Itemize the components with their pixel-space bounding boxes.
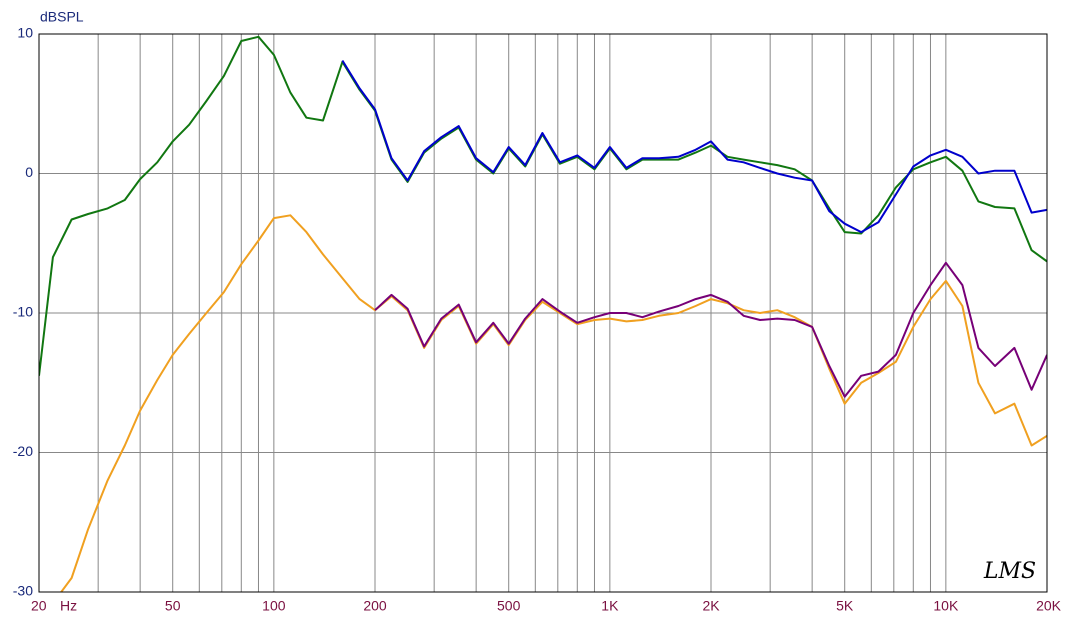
x-tick-label: 2K xyxy=(702,598,720,614)
x-tick-label: 100 xyxy=(262,598,286,614)
plot-frame xyxy=(38,33,1048,593)
x-tick-label: 10K xyxy=(933,598,959,614)
x-tick-label: 200 xyxy=(363,598,387,614)
x-axis-unit: Hz xyxy=(60,598,77,614)
y-tick-label: 0 xyxy=(25,164,33,180)
x-tick-label: 50 xyxy=(165,598,181,614)
y-tick-label: -20 xyxy=(13,443,33,459)
y-tick-label: -30 xyxy=(13,583,33,599)
y-axis-label: dBSPL xyxy=(40,9,84,25)
y-tick-label: 10 xyxy=(17,25,33,41)
x-tick-label: 500 xyxy=(497,598,521,614)
watermark: LMS xyxy=(983,559,1036,584)
x-tick-label: 20K xyxy=(1036,598,1062,614)
x-tick-label: 20 xyxy=(31,598,47,614)
response-curve xyxy=(374,261,1047,398)
y-tick-label: -10 xyxy=(13,304,33,320)
response-curve xyxy=(59,214,1047,592)
response-curve xyxy=(341,59,1047,234)
x-tick-label: 5K xyxy=(836,598,854,614)
x-tick-label: 1K xyxy=(601,598,619,614)
